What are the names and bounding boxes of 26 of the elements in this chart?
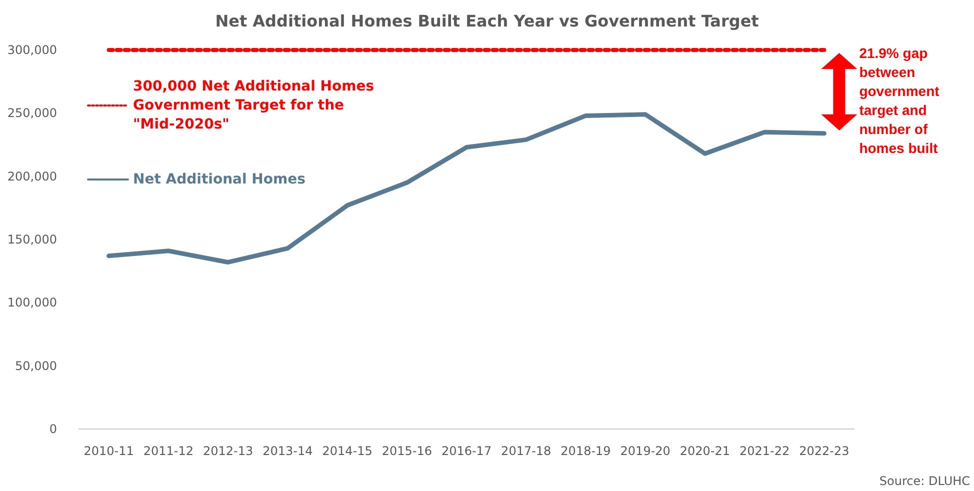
x-tick-label: 2010-11 xyxy=(84,444,134,458)
legend-label: 300,000 Net Additional Homes Government Target for the "Mid-2020s" xyxy=(133,78,379,132)
source-note: Source: DLUHC xyxy=(879,474,970,488)
y-tick-label: 100,000 xyxy=(7,296,57,310)
y-tick-label: 0 xyxy=(49,422,57,436)
x-tick-label: 2019-20 xyxy=(620,444,670,458)
y-tick-label: 200,000 xyxy=(7,169,57,184)
x-tick-label: 2016-17 xyxy=(441,444,492,458)
legend-label: Net Additional Homes xyxy=(133,172,306,188)
x-tick-label: 2014-15 xyxy=(322,444,372,458)
text: 21.9% gap between government target and number of homes built xyxy=(859,44,940,158)
x-tick-label: 2018-19 xyxy=(560,444,611,458)
line-series xyxy=(106,112,826,264)
x-tick-label: 2015-16 xyxy=(382,444,432,458)
x-tick-label: 2022-23 xyxy=(799,444,850,458)
chart-title: Net Additional Homes Built Each Year vs Government Target xyxy=(215,12,760,30)
y-tick-label: 250,000 xyxy=(7,106,57,120)
x-tick-label: 2011-12 xyxy=(143,444,194,458)
x-tick-label: 2020-21 xyxy=(680,444,730,458)
y-tick-label: 50,000 xyxy=(15,358,57,373)
y-tick-label: 300,000 xyxy=(7,43,57,57)
y-tick-label: 150,000 xyxy=(7,232,57,246)
x-tick-label: 2013-14 xyxy=(262,444,313,458)
x-tick-label: 2017-18 xyxy=(501,444,552,458)
x-tick-label: 2012-13 xyxy=(202,444,254,458)
x-tick-label: 2021-22 xyxy=(740,444,790,458)
